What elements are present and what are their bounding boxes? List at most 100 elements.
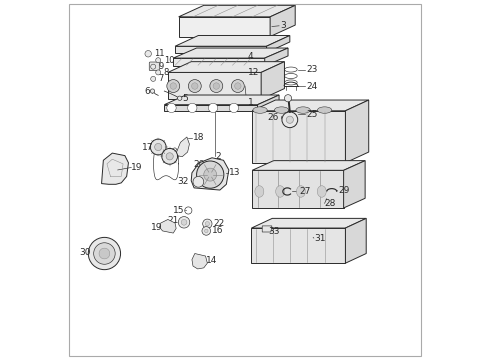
- Circle shape: [204, 229, 208, 233]
- Circle shape: [156, 58, 161, 63]
- Text: 23: 23: [306, 65, 318, 74]
- Text: 31: 31: [315, 234, 326, 243]
- Polygon shape: [173, 58, 265, 66]
- Polygon shape: [345, 219, 366, 263]
- Circle shape: [208, 103, 218, 113]
- Text: 2: 2: [216, 152, 221, 161]
- Circle shape: [162, 148, 177, 164]
- Circle shape: [231, 80, 245, 93]
- Polygon shape: [173, 48, 288, 58]
- Circle shape: [235, 83, 241, 89]
- Circle shape: [286, 116, 294, 123]
- Circle shape: [202, 226, 211, 235]
- Text: 9: 9: [159, 62, 164, 71]
- Circle shape: [188, 80, 201, 93]
- Text: 4: 4: [248, 52, 253, 61]
- Text: 22: 22: [214, 219, 225, 228]
- Polygon shape: [265, 48, 288, 66]
- Text: 1: 1: [248, 98, 254, 107]
- Text: 7: 7: [159, 75, 164, 84]
- Polygon shape: [176, 137, 190, 157]
- Text: 18: 18: [193, 133, 204, 142]
- Circle shape: [150, 89, 155, 93]
- Text: 15: 15: [172, 206, 184, 215]
- Circle shape: [94, 243, 115, 264]
- Circle shape: [229, 103, 239, 113]
- Polygon shape: [270, 5, 295, 37]
- Ellipse shape: [318, 107, 332, 113]
- Text: 28: 28: [324, 199, 336, 208]
- Circle shape: [166, 153, 173, 160]
- Polygon shape: [262, 226, 272, 232]
- Text: 33: 33: [269, 227, 280, 236]
- Text: 12: 12: [248, 68, 259, 77]
- Text: 6: 6: [144, 86, 150, 95]
- Circle shape: [151, 76, 156, 81]
- Polygon shape: [164, 95, 279, 105]
- Polygon shape: [191, 158, 229, 190]
- Circle shape: [192, 83, 198, 89]
- Ellipse shape: [317, 186, 326, 197]
- Circle shape: [188, 103, 197, 113]
- Circle shape: [213, 83, 220, 89]
- FancyBboxPatch shape: [149, 62, 159, 71]
- Polygon shape: [261, 62, 285, 99]
- Circle shape: [210, 80, 223, 93]
- Polygon shape: [179, 5, 295, 17]
- Circle shape: [151, 64, 156, 69]
- Circle shape: [170, 83, 176, 89]
- Ellipse shape: [255, 186, 264, 197]
- Polygon shape: [251, 219, 366, 228]
- Circle shape: [167, 80, 180, 93]
- Text: 3: 3: [280, 21, 286, 30]
- Circle shape: [178, 217, 190, 228]
- Text: 17: 17: [142, 143, 153, 152]
- Polygon shape: [252, 111, 345, 163]
- Polygon shape: [251, 228, 345, 263]
- Text: 11: 11: [154, 49, 165, 58]
- Circle shape: [196, 161, 224, 188]
- Circle shape: [177, 96, 182, 100]
- Circle shape: [285, 95, 292, 102]
- Text: 30: 30: [79, 248, 91, 257]
- Polygon shape: [164, 105, 258, 111]
- Polygon shape: [175, 46, 267, 53]
- Text: 20: 20: [193, 160, 204, 169]
- Circle shape: [203, 219, 212, 228]
- Text: 26: 26: [268, 113, 279, 122]
- Text: 10: 10: [164, 56, 174, 65]
- Circle shape: [145, 50, 151, 57]
- Circle shape: [155, 143, 162, 150]
- Text: 16: 16: [212, 226, 223, 235]
- Polygon shape: [168, 62, 285, 72]
- Polygon shape: [258, 95, 279, 111]
- Polygon shape: [168, 72, 261, 99]
- Ellipse shape: [296, 107, 310, 113]
- Polygon shape: [252, 170, 343, 208]
- Circle shape: [156, 70, 161, 75]
- Circle shape: [282, 112, 298, 128]
- Text: 19: 19: [131, 163, 143, 172]
- Polygon shape: [343, 161, 365, 208]
- Text: 5: 5: [182, 94, 188, 103]
- Text: 21: 21: [168, 216, 179, 225]
- Ellipse shape: [253, 107, 267, 113]
- Text: 24: 24: [306, 82, 317, 91]
- Circle shape: [204, 168, 217, 181]
- Text: 8: 8: [164, 68, 169, 77]
- Ellipse shape: [276, 186, 285, 197]
- Polygon shape: [252, 161, 365, 170]
- Ellipse shape: [296, 186, 305, 197]
- Circle shape: [150, 139, 166, 155]
- Polygon shape: [179, 17, 270, 37]
- Text: 19: 19: [151, 223, 163, 232]
- Polygon shape: [267, 36, 290, 53]
- Circle shape: [99, 248, 110, 259]
- Text: 27: 27: [299, 187, 311, 196]
- Polygon shape: [252, 100, 368, 111]
- Circle shape: [205, 222, 210, 226]
- Circle shape: [181, 220, 187, 225]
- Circle shape: [193, 176, 204, 187]
- Polygon shape: [160, 220, 176, 233]
- Polygon shape: [101, 153, 128, 184]
